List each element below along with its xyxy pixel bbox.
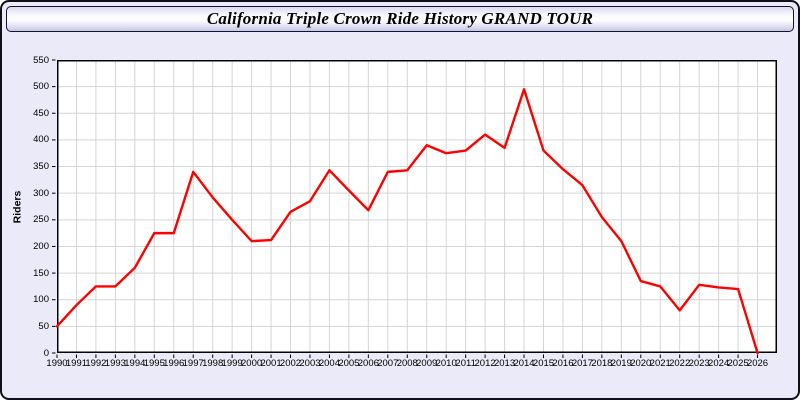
y-tick-label: 250: [33, 214, 49, 226]
x-tick-label: 2012: [474, 358, 496, 369]
x-tick-label: 2022: [669, 358, 691, 369]
y-tick-label: 150: [33, 267, 49, 279]
x-tick-label: 2006: [357, 358, 379, 369]
y-tick-label: 400: [33, 134, 49, 146]
x-tick-label: 2025: [727, 358, 749, 369]
x-tick-label: 2017: [571, 358, 593, 369]
x-tick-label: 2014: [513, 358, 535, 369]
y-tick-label: 100: [33, 294, 49, 306]
x-tick-label: 1998: [202, 358, 224, 369]
x-tick-label: 2008: [396, 358, 418, 369]
y-tick-label: 50: [38, 320, 49, 332]
x-tick-labels: 1990 1991 1992 1993 1994 1995 1996 1997 1998 1999…: [46, 358, 777, 372]
y-tick-label: 0: [43, 347, 49, 359]
x-tick-label: 1990: [46, 358, 68, 369]
x-tick-label: 2003: [299, 358, 321, 369]
x-tick-label: 2010: [435, 358, 457, 369]
y-tick-label: 350: [33, 161, 49, 173]
x-tick-label: 2000: [241, 358, 263, 369]
x-tick-label: 2015: [532, 358, 555, 369]
x-tick-label: 2009: [416, 358, 438, 369]
x-tick-label: 2007: [377, 358, 399, 369]
x-tick-label: 2018: [591, 358, 613, 369]
y-tick-labels: 0 50 100 150 200 250 300 350 400 450 500 550: [2, 55, 49, 359]
x-tick-label: 2011: [455, 358, 476, 369]
y-tick-label: 550: [33, 54, 49, 66]
x-tick-label: 1995: [143, 358, 165, 369]
x-tick-label: 2020: [630, 358, 652, 369]
x-tick-label: 2024: [708, 358, 730, 369]
x-tick-label: 1993: [104, 358, 126, 369]
x-tick-label: 1991: [65, 358, 88, 369]
x-tick-label: 1992: [85, 358, 107, 369]
x-tick-label: 1994: [124, 358, 146, 369]
title-bar: California Triple Crown Ride History GRA…: [6, 6, 794, 32]
x-tick-label: 2016: [552, 358, 574, 369]
y-tick-label: 300: [33, 187, 49, 199]
chart-title: California Triple Crown Ride History GRA…: [206, 9, 594, 28]
x-tick-label: 2021: [649, 358, 671, 369]
x-tick-label: 2004: [318, 358, 340, 369]
riders-line-series: [55, 88, 759, 355]
x-tick-label: 2001: [260, 358, 282, 369]
x-tick-label: 1997: [182, 358, 204, 369]
x-tick-label: 2002: [279, 358, 302, 369]
x-tick-label: 1999: [221, 358, 243, 369]
y-tick-label: 450: [33, 107, 49, 119]
x-tick-label: 2013: [493, 358, 516, 369]
y-tick-label: 200: [33, 240, 49, 252]
x-tick-label: 2026: [746, 358, 769, 369]
x-tick-label: 2005: [338, 358, 360, 369]
x-tick-label: 1996: [163, 358, 185, 369]
x-tick-label: 2019: [610, 358, 632, 369]
x-tick-label: 2023: [688, 358, 710, 369]
y-tick-label: 500: [33, 81, 49, 93]
line-chart-plot: [52, 59, 777, 358]
